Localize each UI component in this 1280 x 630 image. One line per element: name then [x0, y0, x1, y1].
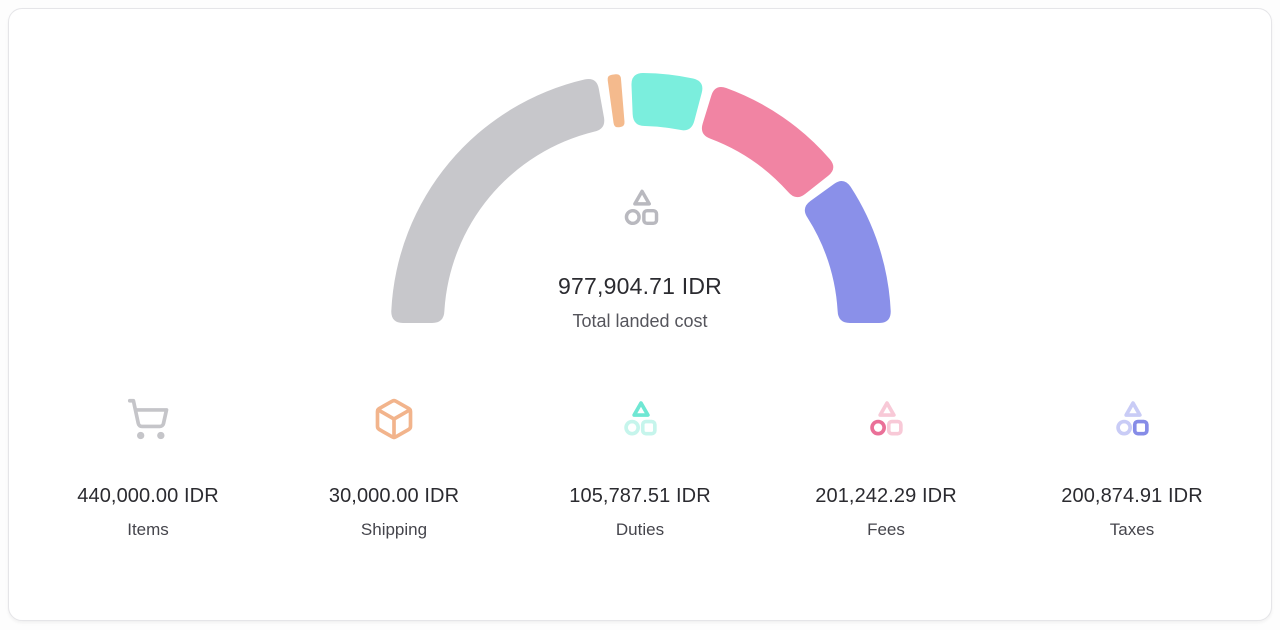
shapes-icon: [618, 397, 662, 441]
gauge-segment-taxes[interactable]: [804, 180, 891, 323]
shipping-value: 30,000.00 IDR: [328, 485, 460, 507]
gauge-segment-duties[interactable]: [631, 73, 703, 131]
landed-cost-gauge-chart: [391, 73, 891, 324]
category-duties: 105,787.51 IDR Duties: [517, 397, 763, 542]
category-taxes: 200,874.91 IDR Taxes: [1009, 397, 1255, 542]
fees-value: 201,242.29 IDR: [815, 485, 957, 507]
total-landed-cost-value: 977,904.71 IDR: [558, 273, 722, 299]
fees-label: Fees: [867, 520, 905, 539]
taxes-label: Taxes: [1109, 520, 1155, 539]
triangle-glyph: [633, 189, 651, 206]
shapes-icon: [1110, 397, 1154, 441]
shapes-icon: [864, 397, 908, 441]
items-value: 440,000.00 IDR: [77, 485, 219, 507]
circle-glyph: [624, 208, 641, 226]
landed-cost-card: 977,904.71 IDR Total landed cost 440,000…: [8, 8, 1272, 621]
gauge-segment-shipping[interactable]: [607, 74, 625, 128]
square-glyph: [642, 208, 659, 226]
items-label: Items: [127, 520, 169, 539]
duties-label: Duties: [615, 520, 665, 539]
category-fees: 201,242.29 IDR Fees: [763, 397, 1009, 542]
gauge-segment-fees[interactable]: [701, 87, 834, 198]
shopping-cart-icon: [126, 397, 170, 441]
package-icon: [372, 397, 416, 441]
category-items: 440,000.00 IDR Items: [25, 397, 271, 542]
shipping-label: Shipping: [360, 520, 428, 539]
cost-breakdown-row: 440,000.00 IDR Items 30,000.00 IDR Shipp…: [25, 397, 1255, 542]
taxes-value: 200,874.91 IDR: [1061, 485, 1203, 507]
total-landed-cost-label: Total landed cost: [572, 311, 708, 331]
duties-value: 105,787.51 IDR: [569, 485, 711, 507]
category-shipping: 30,000.00 IDR Shipping: [271, 397, 517, 542]
gauge-segment-items[interactable]: [391, 78, 605, 324]
shapes-icon: [618, 185, 664, 231]
